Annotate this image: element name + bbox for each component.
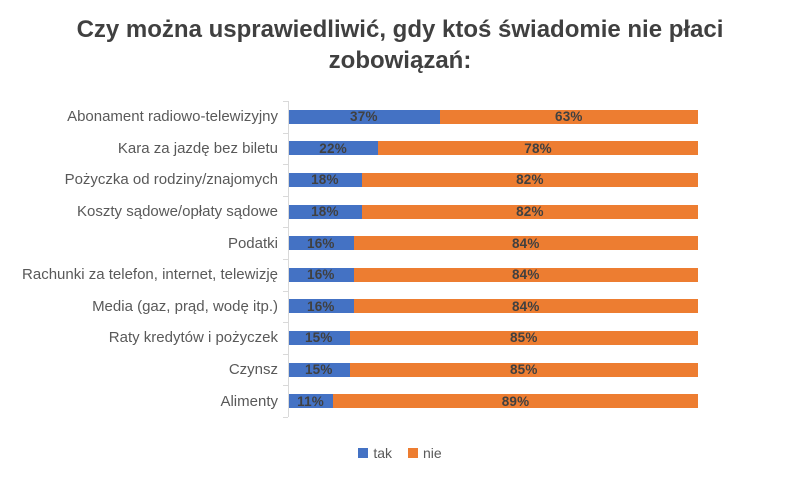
category-label: Kara za jazdę bez biletu	[117, 139, 278, 157]
bar-segment-nie: 84%	[353, 298, 698, 314]
chart-row: Raty kredytów i pożyczek 15% 85%	[0, 322, 800, 354]
data-label: 78%	[524, 140, 552, 156]
bar-segment-nie: 85%	[349, 362, 698, 378]
bar-track: 15% 85%	[288, 330, 698, 346]
data-label: 18%	[311, 204, 339, 220]
bar-track: 16% 84%	[288, 298, 698, 314]
bar-segment-tak: 37%	[288, 109, 440, 125]
data-label: 84%	[511, 235, 540, 251]
data-label: 11%	[297, 393, 324, 409]
category-label: Pożyczka od rodziny/znajomych	[64, 171, 278, 189]
data-label: 82%	[516, 172, 544, 188]
bar-segment-nie: 78%	[378, 140, 698, 156]
bar-segment-nie: 63%	[439, 109, 698, 125]
bar-track: 18% 82%	[288, 204, 698, 220]
chart-row: Pożyczka od rodziny/znajomych 18% 82%	[0, 164, 800, 196]
chart-row: Koszty sądowe/opłaty sądowe 18% 82%	[0, 196, 800, 228]
bar-segment-tak: 18%	[288, 204, 362, 220]
axis-tick	[283, 354, 288, 355]
legend-swatch-tak	[358, 448, 369, 458]
category-label: Media (gaz, prąd, wodę itp.)	[92, 297, 278, 315]
data-label: 16%	[306, 267, 335, 283]
legend-item-nie: nie	[408, 445, 442, 461]
chart-rows: Abonament radiowo-telewizyjny 37% 63% Kara …	[0, 101, 800, 417]
stacked-bar-chart: Abonament radiowo-telewizyjny 37% 63% Kara …	[0, 101, 800, 418]
data-label: 15%	[304, 362, 333, 378]
legend-label: nie	[423, 445, 442, 461]
axis-tick	[283, 259, 288, 260]
bar-segment-tak: 15%	[288, 362, 350, 378]
chart-row: Podatki 16% 84%	[0, 227, 800, 259]
bar-segment-tak: 11%	[288, 393, 334, 409]
chart-row: Media (gaz, prąd, wodę itp.) 16% 84%	[0, 291, 800, 323]
bar-segment-nie: 82%	[361, 204, 698, 220]
data-label: 15%	[304, 330, 333, 346]
chart-legend: tak nie	[0, 445, 800, 461]
bar-track: 37% 63%	[288, 109, 698, 125]
category-label: Podatki	[227, 234, 278, 252]
data-label: 18%	[311, 172, 339, 188]
value-axis-line	[288, 101, 289, 417]
bar-segment-nie: 84%	[353, 235, 698, 251]
bar-segment-nie: 82%	[361, 172, 698, 188]
category-label: Rachunki za telefon, internet, telewizję	[22, 266, 278, 284]
category-label: Raty kredytów i pożyczek	[108, 329, 278, 347]
chart-row: Czynsz 15% 85%	[0, 354, 800, 386]
axis-tick	[283, 291, 288, 292]
data-label: 22%	[319, 140, 347, 156]
bar-segment-tak: 15%	[288, 330, 350, 346]
bar-segment-nie: 89%	[333, 393, 698, 409]
data-label: 16%	[306, 298, 335, 314]
axis-tick	[283, 385, 288, 386]
bar-segment-tak: 22%	[288, 140, 379, 156]
chart-row: Alimenty 11% 89%	[0, 385, 800, 417]
legend-item-tak: tak	[358, 445, 392, 461]
bar-segment-tak: 16%	[288, 267, 354, 283]
bar-segment-tak: 18%	[288, 172, 362, 188]
axis-tick	[283, 322, 288, 323]
bar-segment-nie: 85%	[349, 330, 698, 346]
category-label: Czynsz	[228, 361, 278, 379]
data-label: 16%	[306, 235, 335, 251]
bar-track: 18% 82%	[288, 172, 698, 188]
data-label: 89%	[501, 393, 530, 409]
data-label: 82%	[516, 204, 544, 220]
axis-tick	[283, 133, 288, 134]
category-label: Alimenty	[220, 392, 278, 410]
bar-track: 16% 84%	[288, 267, 698, 283]
category-label: Koszty sądowe/opłaty sądowe	[77, 203, 278, 221]
bar-track: 15% 85%	[288, 362, 698, 378]
legend-label: tak	[373, 445, 392, 461]
data-label: 63%	[555, 109, 583, 125]
category-label: Abonament radiowo-telewizyjny	[67, 108, 278, 126]
data-label: 37%	[350, 109, 378, 125]
axis-tick	[283, 196, 288, 197]
axis-tick	[283, 417, 288, 418]
bar-segment-nie: 84%	[353, 267, 698, 283]
data-label: 85%	[509, 330, 538, 346]
chart-row: Rachunki za telefon, internet, telewizję…	[0, 259, 800, 291]
chart-row: Kara za jazdę bez biletu 22% 78%	[0, 133, 800, 165]
legend-swatch-nie	[408, 448, 418, 458]
bar-segment-tak: 16%	[288, 235, 354, 251]
axis-tick	[283, 164, 288, 165]
axis-tick	[283, 101, 288, 102]
bar-track: 16% 84%	[288, 235, 698, 251]
data-label: 85%	[509, 362, 538, 378]
bar-track: 11% 89%	[288, 393, 698, 409]
data-label: 84%	[511, 267, 540, 283]
data-label: 84%	[511, 298, 540, 314]
bar-track: 22% 78%	[288, 140, 698, 156]
chart-row: Abonament radiowo-telewizyjny 37% 63%	[0, 101, 800, 133]
axis-tick	[283, 227, 288, 228]
chart-title: Czy można usprawiedliwić, gdy ktoś świad…	[76, 16, 724, 74]
bar-segment-tak: 16%	[288, 298, 354, 314]
